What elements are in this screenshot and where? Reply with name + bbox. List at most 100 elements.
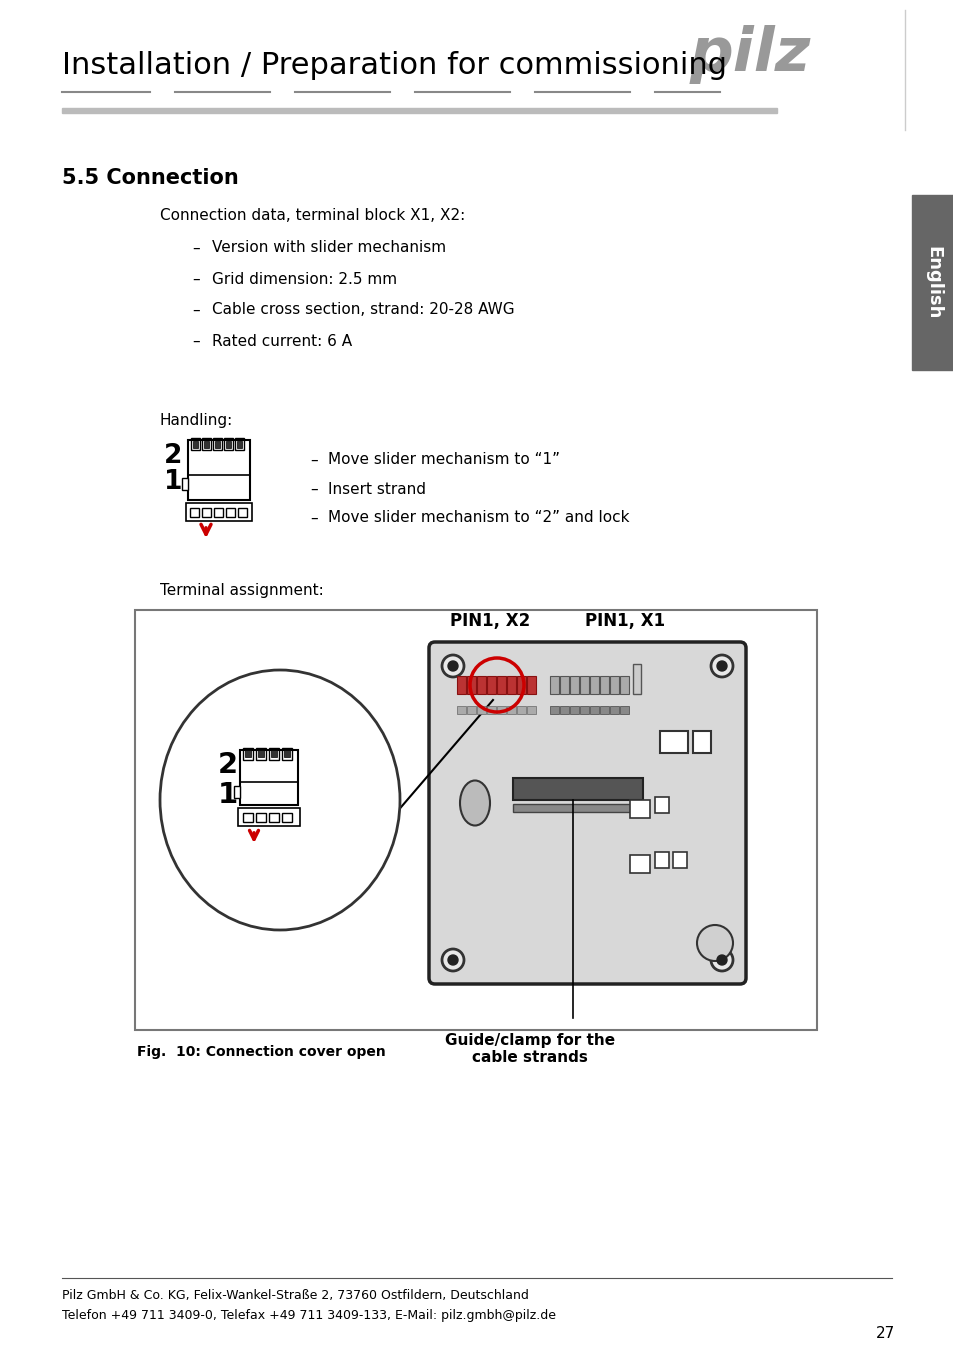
- Circle shape: [441, 655, 463, 676]
- Text: Handling:: Handling:: [160, 413, 233, 428]
- Bar: [559, 706, 568, 714]
- Bar: [191, 437, 200, 450]
- Text: –: –: [192, 271, 199, 286]
- Bar: [62, 108, 776, 113]
- Text: Move slider mechanism to “1”: Move slider mechanism to “1”: [328, 452, 559, 467]
- Bar: [282, 748, 292, 760]
- Bar: [911, 194, 953, 370]
- Bar: [135, 610, 816, 1030]
- Bar: [672, 852, 686, 868]
- Bar: [193, 441, 198, 448]
- Bar: [486, 706, 496, 714]
- Bar: [506, 676, 516, 694]
- Bar: [629, 855, 649, 873]
- Bar: [213, 437, 222, 450]
- Text: Pilz GmbH & Co. KG, Felix-Wankel-Straße 2, 73760 Ostfildern, Deutschland: Pilz GmbH & Co. KG, Felix-Wankel-Straße …: [62, 1288, 528, 1301]
- Circle shape: [441, 949, 463, 971]
- Bar: [559, 676, 568, 694]
- Bar: [629, 801, 649, 818]
- Bar: [633, 664, 640, 694]
- Bar: [526, 706, 536, 714]
- Bar: [589, 676, 598, 694]
- Bar: [659, 730, 687, 753]
- Bar: [497, 676, 505, 694]
- Bar: [202, 437, 211, 450]
- Bar: [609, 676, 618, 694]
- Bar: [476, 706, 485, 714]
- Bar: [599, 676, 608, 694]
- Bar: [233, 786, 240, 798]
- Text: Rated current: 6 A: Rated current: 6 A: [212, 333, 352, 348]
- Bar: [456, 706, 465, 714]
- Text: pilz: pilz: [689, 26, 810, 85]
- Bar: [476, 676, 485, 694]
- Text: Telefon +49 711 3409-0, Telefax +49 711 3409-133, E-Mail: pilz.gmbh@pilz.de: Telefon +49 711 3409-0, Telefax +49 711 …: [62, 1308, 556, 1322]
- Text: –: –: [310, 452, 317, 467]
- Bar: [182, 478, 188, 490]
- Text: Fig.  10: Connection cover open: Fig. 10: Connection cover open: [137, 1045, 385, 1058]
- Bar: [526, 676, 536, 694]
- Text: PIN1, X1: PIN1, X1: [584, 612, 664, 630]
- Bar: [513, 805, 642, 811]
- Bar: [282, 813, 292, 822]
- Text: Terminal assignment:: Terminal assignment:: [160, 582, 323, 598]
- Bar: [214, 441, 220, 448]
- Bar: [204, 441, 209, 448]
- Bar: [589, 706, 598, 714]
- Bar: [226, 508, 234, 517]
- Bar: [579, 706, 588, 714]
- Ellipse shape: [459, 780, 490, 825]
- Bar: [237, 508, 247, 517]
- Circle shape: [448, 954, 457, 965]
- Text: –: –: [192, 302, 199, 317]
- Bar: [517, 706, 525, 714]
- Bar: [255, 748, 266, 760]
- Bar: [236, 441, 242, 448]
- Bar: [517, 676, 525, 694]
- Text: Guide/clamp for the
cable strands: Guide/clamp for the cable strands: [444, 1033, 615, 1065]
- Circle shape: [717, 954, 726, 965]
- Text: –: –: [192, 333, 199, 348]
- Text: Cable cross section, strand: 20-28 AWG: Cable cross section, strand: 20-28 AWG: [212, 302, 514, 317]
- Text: Version with slider mechanism: Version with slider mechanism: [212, 240, 446, 255]
- Ellipse shape: [160, 670, 399, 930]
- Bar: [513, 778, 642, 801]
- Bar: [234, 437, 244, 450]
- Bar: [243, 748, 253, 760]
- Text: –: –: [310, 510, 317, 525]
- Bar: [269, 813, 278, 822]
- Bar: [655, 852, 668, 868]
- Bar: [655, 796, 668, 813]
- Bar: [497, 706, 505, 714]
- Bar: [224, 437, 233, 450]
- Text: PIN1, X2: PIN1, X2: [450, 612, 530, 630]
- Bar: [269, 748, 278, 760]
- Bar: [213, 508, 223, 517]
- Text: –: –: [192, 240, 199, 255]
- Text: Installation / Preparation for commissioning: Installation / Preparation for commissio…: [62, 50, 726, 80]
- Bar: [486, 676, 496, 694]
- Bar: [240, 751, 297, 805]
- Bar: [619, 676, 628, 694]
- Text: 1: 1: [164, 468, 182, 495]
- Text: English: English: [923, 246, 941, 319]
- Text: 2: 2: [218, 751, 238, 779]
- Bar: [284, 751, 290, 757]
- Circle shape: [717, 662, 726, 671]
- Text: 1: 1: [218, 782, 238, 809]
- Bar: [226, 441, 231, 448]
- Bar: [271, 751, 276, 757]
- Text: –: –: [310, 482, 317, 497]
- Circle shape: [710, 949, 732, 971]
- Bar: [186, 504, 252, 521]
- Bar: [243, 813, 253, 822]
- Bar: [255, 813, 266, 822]
- FancyBboxPatch shape: [429, 643, 745, 984]
- Circle shape: [710, 655, 732, 676]
- Text: 27: 27: [875, 1326, 894, 1341]
- Bar: [188, 440, 250, 500]
- Circle shape: [697, 925, 732, 961]
- Bar: [190, 508, 199, 517]
- Bar: [569, 706, 578, 714]
- Text: 2: 2: [164, 443, 182, 468]
